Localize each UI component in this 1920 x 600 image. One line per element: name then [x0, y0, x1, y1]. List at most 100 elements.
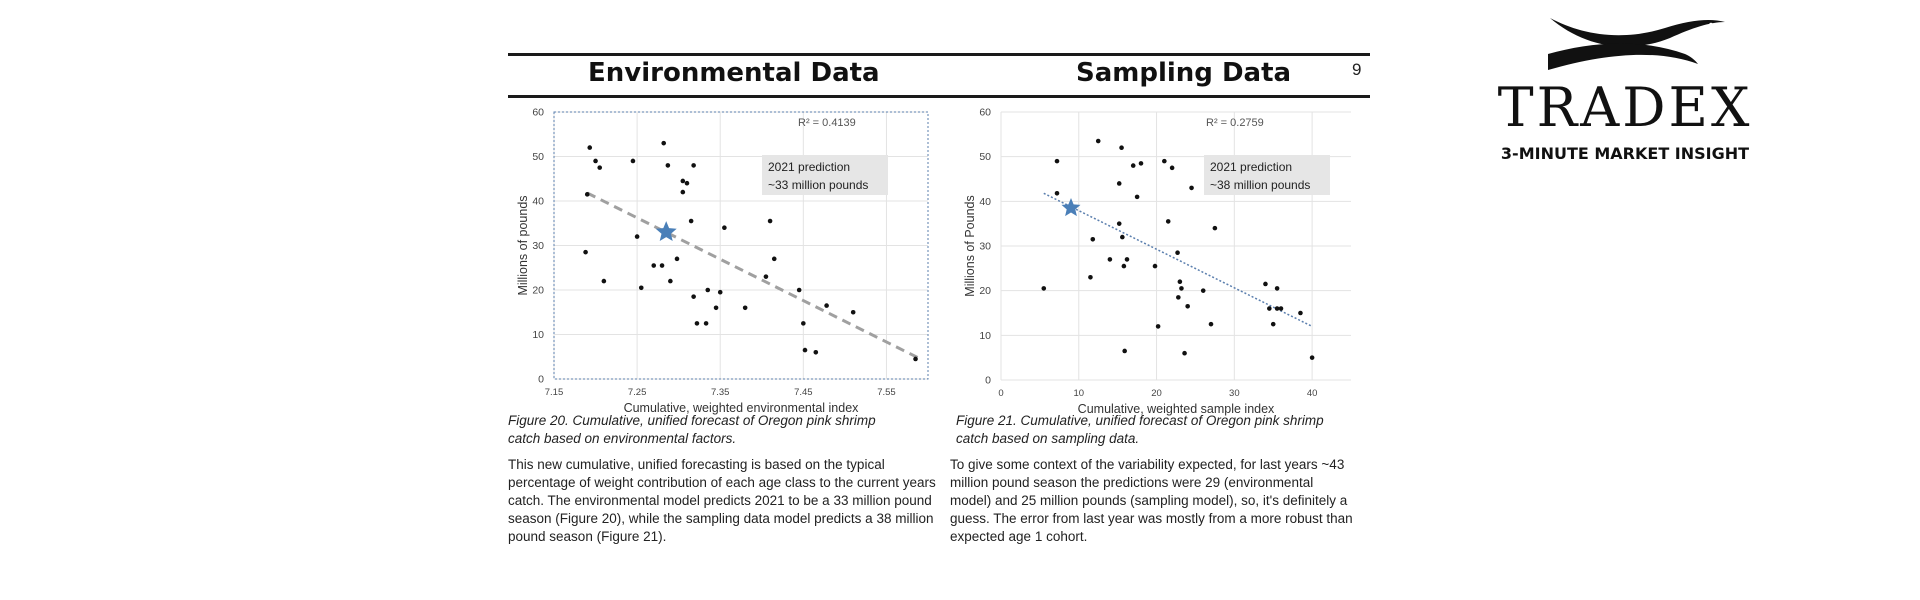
data-point [601, 278, 607, 284]
annotation-text: 2021 prediction [768, 160, 850, 174]
x-tick-label: 20 [1151, 388, 1162, 399]
page-number: 9 [1352, 60, 1362, 79]
y-tick-label: 0 [538, 374, 544, 386]
x-tick-label: 7.15 [545, 387, 564, 398]
data-point [1200, 288, 1206, 293]
data-point [684, 180, 690, 186]
right-section-title: Sampling Data [1076, 58, 1292, 88]
data-point [587, 145, 593, 150]
data-point [1134, 194, 1140, 200]
data-point [713, 305, 719, 311]
annotation-text: 2021 prediction [1210, 160, 1292, 174]
plot-frame [553, 111, 929, 380]
data-point [1278, 306, 1284, 311]
annotation-text: ~38 million pounds [1210, 178, 1310, 192]
data-point [913, 356, 918, 362]
x-tick-label: 7.55 [877, 387, 896, 398]
y-tick-label: 20 [979, 285, 991, 297]
fish-wave-icon [1548, 18, 1725, 70]
y-tick-label: 50 [532, 151, 544, 163]
data-point [1274, 286, 1280, 291]
annotation-text: ~33 million pounds [768, 178, 868, 192]
data-point [771, 256, 777, 262]
data-point [651, 263, 657, 268]
data-point [703, 321, 709, 326]
gridlines [553, 111, 928, 380]
x-axis-label: Cumulative, weighted sample index [1078, 402, 1275, 416]
x-axis-label: Cumulative, weighted environmental index [624, 401, 860, 415]
data-point [688, 218, 694, 224]
top-rule [508, 53, 1370, 56]
data-point [1212, 225, 1218, 231]
data-point [767, 218, 773, 224]
data-point [1176, 295, 1181, 300]
logo-tagline: 3-MINUTE MARKET INSIGHT [1500, 144, 1750, 163]
x-tick-label: 10 [1073, 388, 1084, 399]
x-tick-label: 0 [998, 388, 1003, 399]
y-axis-label: Millions of Pounds [963, 195, 977, 296]
data-point [1054, 158, 1060, 164]
y-axis-label: Millions of pounds [516, 195, 530, 295]
figure-21-caption: Figure 21. Cumulative, unified forecast … [956, 413, 1324, 446]
data-points [583, 140, 918, 362]
data-point [1162, 158, 1167, 164]
left-section-title: Environmental Data [588, 58, 880, 88]
r-squared-label: R² = 0.2759 [1206, 117, 1264, 129]
tradex-logo: TRADEX 3-MINUTE MARKET INSIGHT [1470, 12, 1780, 172]
x-tick-label: 7.35 [711, 387, 730, 398]
data-point [583, 249, 588, 255]
data-point [802, 347, 808, 353]
data-point [1270, 321, 1276, 327]
y-tick-label: 30 [532, 240, 544, 252]
data-point [665, 163, 671, 168]
data-point [680, 178, 686, 184]
data-point [694, 321, 700, 326]
data-point [1274, 306, 1280, 311]
data-point [1107, 257, 1113, 262]
data-point [1263, 281, 1268, 287]
data-point [1267, 306, 1272, 311]
data-point [1130, 163, 1136, 168]
data-point [584, 192, 590, 197]
data-point [801, 321, 806, 326]
data-point [691, 163, 696, 168]
x-tick-label: 7.25 [628, 387, 647, 398]
data-point [1185, 304, 1190, 309]
data-point [1309, 355, 1315, 360]
sampling-scatter-chart: 0 10 20 30 40 50 60 0 10 20 30 40 Cumulative, weight… [963, 107, 1351, 416]
data-point [1182, 350, 1187, 356]
y-tick-label: 40 [532, 196, 544, 208]
logo-name: TRADEX [1497, 76, 1753, 139]
x-tick-label: 40 [1307, 388, 1318, 399]
data-point [1041, 286, 1047, 291]
y-tick-label: 50 [979, 151, 991, 163]
y-tick-label: 40 [979, 196, 991, 208]
data-point [796, 287, 802, 293]
data-point [763, 274, 769, 279]
y-tick-label: 10 [532, 329, 544, 341]
data-point [1179, 286, 1184, 291]
data-point [1116, 221, 1122, 226]
data-point [630, 158, 636, 164]
data-point [691, 294, 696, 299]
r-squared-label: R² = 0.4139 [798, 117, 856, 129]
data-point [1120, 234, 1125, 240]
y-tick-label: 0 [985, 375, 991, 387]
data-point [659, 263, 665, 268]
data-point [705, 287, 711, 293]
data-point [1122, 348, 1127, 354]
environmental-scatter-chart: 0 10 20 30 40 50 60 7.15 7.25 7.35 7.45 7.55 Cumulat… [516, 107, 929, 415]
data-point [1088, 274, 1093, 280]
data-point [742, 305, 748, 311]
sampling-paragraph: To give some context of the variability … [950, 457, 1353, 544]
data-point [1124, 257, 1130, 262]
data-point [1116, 181, 1122, 186]
data-point [597, 165, 603, 170]
data-point [638, 285, 644, 291]
data-point [661, 140, 667, 146]
trendline [586, 191, 921, 360]
prediction-star-icon [1061, 198, 1081, 217]
annotation-box [762, 155, 888, 195]
y-tick-label: 60 [532, 107, 544, 119]
data-point [717, 289, 723, 295]
